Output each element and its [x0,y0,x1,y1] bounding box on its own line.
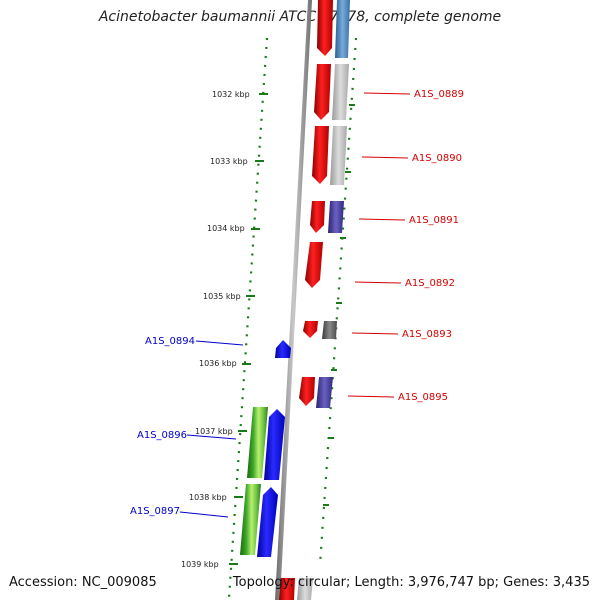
ruler-label-1039: 1039 kbp [181,560,219,569]
gene-purple-0895-block [316,377,333,408]
gene-label-a1s-0897[interactable]: A1S_0897 [130,506,180,517]
genome-backbone [275,0,312,600]
gene-label-a1s-0894[interactable]: A1S_0894 [145,336,195,347]
reverse-leader-lines [179,340,244,518]
gene-purple-0891-block [328,201,344,233]
gene-label-a1s-0890[interactable]: A1S_0890 [412,153,462,164]
ruler-label-1032: 1032 kbp [212,90,250,99]
gene-steel-block [335,0,350,58]
gene-a1s-0893-block [303,321,318,338]
gene-green-0897-block [240,484,261,555]
gene-bottom-grey-block [297,578,313,600]
gene-label-a1s-0896[interactable]: A1S_0896 [137,430,187,441]
ruler-label-1037: 1037 kbp [195,427,233,436]
gene-label-a1s-0891[interactable]: A1S_0891 [409,215,459,226]
genome-summary-text: Topology: circular; Length: 3,976,747 bp… [232,575,590,590]
gene-a1s-0892-block [305,242,323,288]
gene-a1s-0889-block [314,64,331,120]
gene-a1s-0888-block [317,0,333,56]
gene-label-a1s-0892[interactable]: A1S_0892 [405,278,455,289]
map-title: Acinetobacter baumannii ATCC 17978, comp… [98,9,502,25]
gene-green-0896-block [247,407,268,478]
gene-bottom-red-block [279,578,295,600]
ruler-track-outer-ticks [323,104,355,506]
ruler-label-1036: 1036 kbp [199,359,237,368]
gene-label-a1s-0893[interactable]: A1S_0893 [402,329,452,340]
gene-label-a1s-0895[interactable]: A1S_0895 [398,392,448,403]
gene-a1s-0896-block [264,409,285,480]
gene-a1s-0897-block [257,487,278,557]
accession-text: Accession: NC_009085 [9,575,157,590]
gene-label-a1s-0889[interactable]: A1S_0889 [414,89,464,100]
ruler-label-1034: 1034 kbp [207,224,245,233]
gene-a1s-0895-block [299,377,315,406]
gene-grey-0889-block [332,64,349,120]
ruler-label-1033: 1033 kbp [210,157,248,166]
ruler-label-1038: 1038 kbp [189,493,227,502]
gene-a1s-0894-block [275,340,291,358]
gene-dark-0893-block [322,321,337,339]
ruler-track-outer [318,37,358,566]
forward-leader-lines [347,92,411,398]
gene-a1s-0891-block [310,201,325,233]
gene-grey-0890-block [330,126,347,185]
ruler-ticks [229,93,268,565]
gene-a1s-0890-block [312,126,329,184]
ruler-track-inner [227,37,269,599]
ruler-label-1035: 1035 kbp [203,292,241,301]
